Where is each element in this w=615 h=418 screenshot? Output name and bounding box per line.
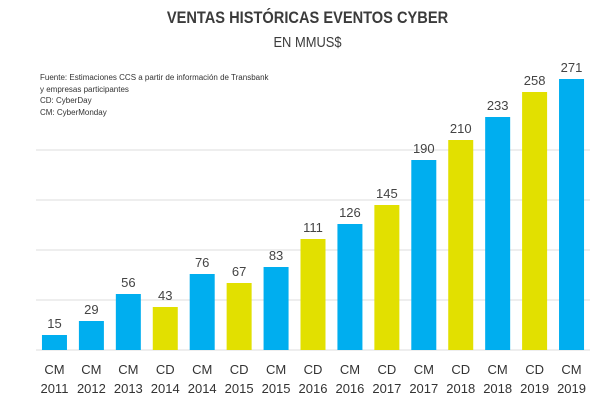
value-label: 126	[339, 205, 361, 220]
bar-cm-2017	[411, 160, 437, 350]
x-tick-year: 2014	[188, 381, 217, 396]
x-tick-year: 2015	[262, 381, 291, 396]
bar-cd-2016	[300, 239, 326, 350]
x-tick-event: CD	[377, 362, 396, 377]
x-tick-year: 2018	[446, 381, 475, 396]
x-tick-year: 2016	[335, 381, 364, 396]
value-label: 271	[561, 60, 583, 75]
x-tick-year: 2019	[520, 381, 549, 396]
bar-cd-2015	[226, 283, 252, 350]
bar-cd-2014	[152, 307, 178, 350]
note-source-line-2: y empresas participantes	[40, 84, 129, 94]
x-tick-event: CD	[156, 362, 175, 377]
x-tick-event: CM	[81, 362, 101, 377]
x-tick-event: CM	[266, 362, 286, 377]
value-label: 210	[450, 121, 472, 136]
chart-subtitle: EN MMUS$	[273, 34, 342, 51]
value-label: 43	[158, 288, 172, 303]
note-source-line-1: Fuente: Estimaciones CCS a partir de inf…	[40, 73, 269, 82]
value-label: 76	[195, 255, 209, 270]
chart-title: VENTAS HISTÓRICAS EVENTOS CYBER	[166, 8, 449, 27]
x-tick-event: CM	[561, 362, 581, 377]
value-label: 258	[524, 73, 546, 88]
value-label: 190	[413, 141, 435, 156]
x-tick-event: CD	[304, 362, 323, 377]
x-tick-year: 2011	[40, 381, 68, 396]
x-tick-event: CM	[118, 362, 138, 377]
x-tick-year: 2012	[77, 381, 106, 396]
bar-cm-2019	[559, 79, 585, 350]
x-tick-year: 2017	[409, 381, 438, 396]
bars	[41, 79, 585, 350]
note-cd-legend: CD: CyberDay	[40, 96, 92, 105]
bar-cm-2014	[189, 274, 215, 350]
bar-cm-2015	[263, 267, 289, 350]
value-labels: 15 29 56 43 76 67 83 111 126 145 190 210 233 258 271	[47, 60, 582, 331]
bar-cm-2018	[485, 117, 511, 350]
x-tick-event: CD	[525, 362, 544, 377]
bar-cm-2016	[337, 224, 363, 350]
bar-cd-2017	[374, 205, 400, 350]
value-label: 233	[487, 98, 509, 113]
source-notes: Fuente: Estimaciones CCS a partir de inf…	[40, 72, 269, 118]
value-label: 29	[84, 302, 98, 317]
x-tick-event: CM	[414, 362, 434, 377]
value-label: 56	[121, 275, 135, 290]
value-label: 15	[47, 316, 61, 331]
x-tick-year: 2017	[372, 381, 401, 396]
x-tick-year: 2014	[151, 381, 180, 396]
bar-cd-2018	[448, 140, 474, 350]
note-cm-legend: CM: CyberMonday	[40, 107, 107, 117]
x-tick-year: 2018	[483, 381, 512, 396]
bar-cm-2013	[115, 294, 141, 350]
x-tick-event: CD	[230, 362, 249, 377]
value-label: 67	[232, 264, 246, 279]
x-tick-event: CM	[340, 362, 360, 377]
bar-cm-2012	[78, 321, 104, 350]
bar-cd-2019	[522, 92, 548, 350]
value-label: 83	[269, 248, 283, 263]
value-label: 111	[303, 220, 323, 235]
x-tick-year: 2019	[557, 381, 586, 396]
bar-cm-2011	[41, 335, 67, 350]
x-tick-event: CD	[451, 362, 470, 377]
value-label: 145	[376, 186, 398, 201]
x-tick-year: 2016	[299, 381, 328, 396]
x-tick-event: CM	[488, 362, 508, 377]
x-tick-year: 2013	[114, 381, 143, 396]
x-tick-labels: CM 2011 CM 2012 CM 2013 CD 2014 CM 2014 CD 2015 CM 20…	[40, 362, 586, 396]
x-tick-year: 2015	[225, 381, 254, 396]
x-tick-event: CM	[192, 362, 212, 377]
x-tick-event: CM	[44, 362, 64, 377]
